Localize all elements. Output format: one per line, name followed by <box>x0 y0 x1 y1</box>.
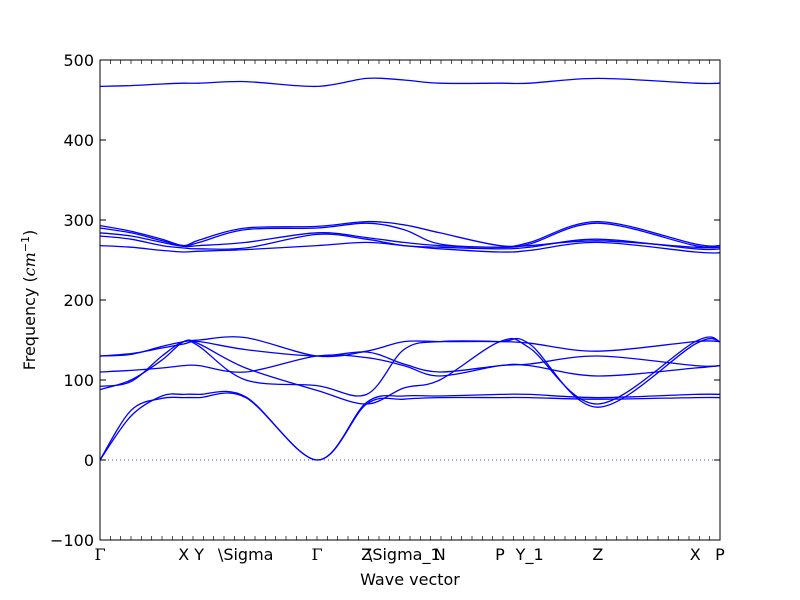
band-line-11 <box>99 222 721 248</box>
band-line-2 <box>99 390 721 461</box>
band-line-8 <box>99 241 721 254</box>
x-tick-label: Y <box>193 545 204 564</box>
y-axis-title-unit: cm <box>20 252 39 276</box>
x-tick-label: P <box>495 545 505 564</box>
x-tick-label: X <box>690 545 701 564</box>
x-tick-label: Γ <box>311 545 322 564</box>
band-line-12 <box>99 220 721 247</box>
band-line-10 <box>99 232 721 249</box>
x-tick-label: N <box>434 545 446 564</box>
y-axis-title: Frequency (cm−1) <box>19 230 40 371</box>
minor-tick-layer <box>99 60 721 540</box>
x-tick-label: Y_1 <box>515 545 544 565</box>
band-line-4 <box>99 337 721 408</box>
y-tick-label: 400 <box>63 131 94 150</box>
y-tick-label: −100 <box>50 531 94 550</box>
y-tick-label: 300 <box>63 211 94 230</box>
band-line-3 <box>99 336 721 405</box>
x-axis-ticks: Γ X Y \Sigma Γ Z\Sigma_1N P Y_1 Z X P <box>94 545 725 565</box>
y-tick-label: 0 <box>84 451 94 470</box>
y-axis-title-exponent: −1 <box>19 236 32 252</box>
band-line-13 <box>99 77 721 88</box>
x-tick-label: \Sigma <box>218 545 274 564</box>
x-tick-label: \Sigma_1 <box>367 545 441 565</box>
y-tick-label: 200 <box>63 291 94 310</box>
band-line-6 <box>99 340 721 373</box>
band-line-5 <box>99 354 721 377</box>
plot-frame <box>99 59 721 541</box>
y-tick-label: 100 <box>63 371 94 390</box>
y-tick-label: 500 <box>63 51 94 70</box>
y-axis-ticks: −100 0 100 200 300 400 500 <box>50 51 720 550</box>
x-tick-label: P <box>715 545 725 564</box>
x-axis-title: Wave vector <box>360 570 460 589</box>
y-axis-title-prefix: Frequency ( <box>20 276 39 370</box>
x-tick-label: X <box>178 545 189 564</box>
band-line-1 <box>99 392 721 461</box>
band-line-9 <box>99 233 721 251</box>
x-tick-label: Γ <box>94 545 105 564</box>
x-tick-label: Z <box>361 545 372 564</box>
x-tick-label: Z <box>592 545 603 564</box>
band-line-7 <box>99 336 721 358</box>
y-axis-title-suffix: ) <box>20 230 39 236</box>
series-layer <box>99 77 721 461</box>
